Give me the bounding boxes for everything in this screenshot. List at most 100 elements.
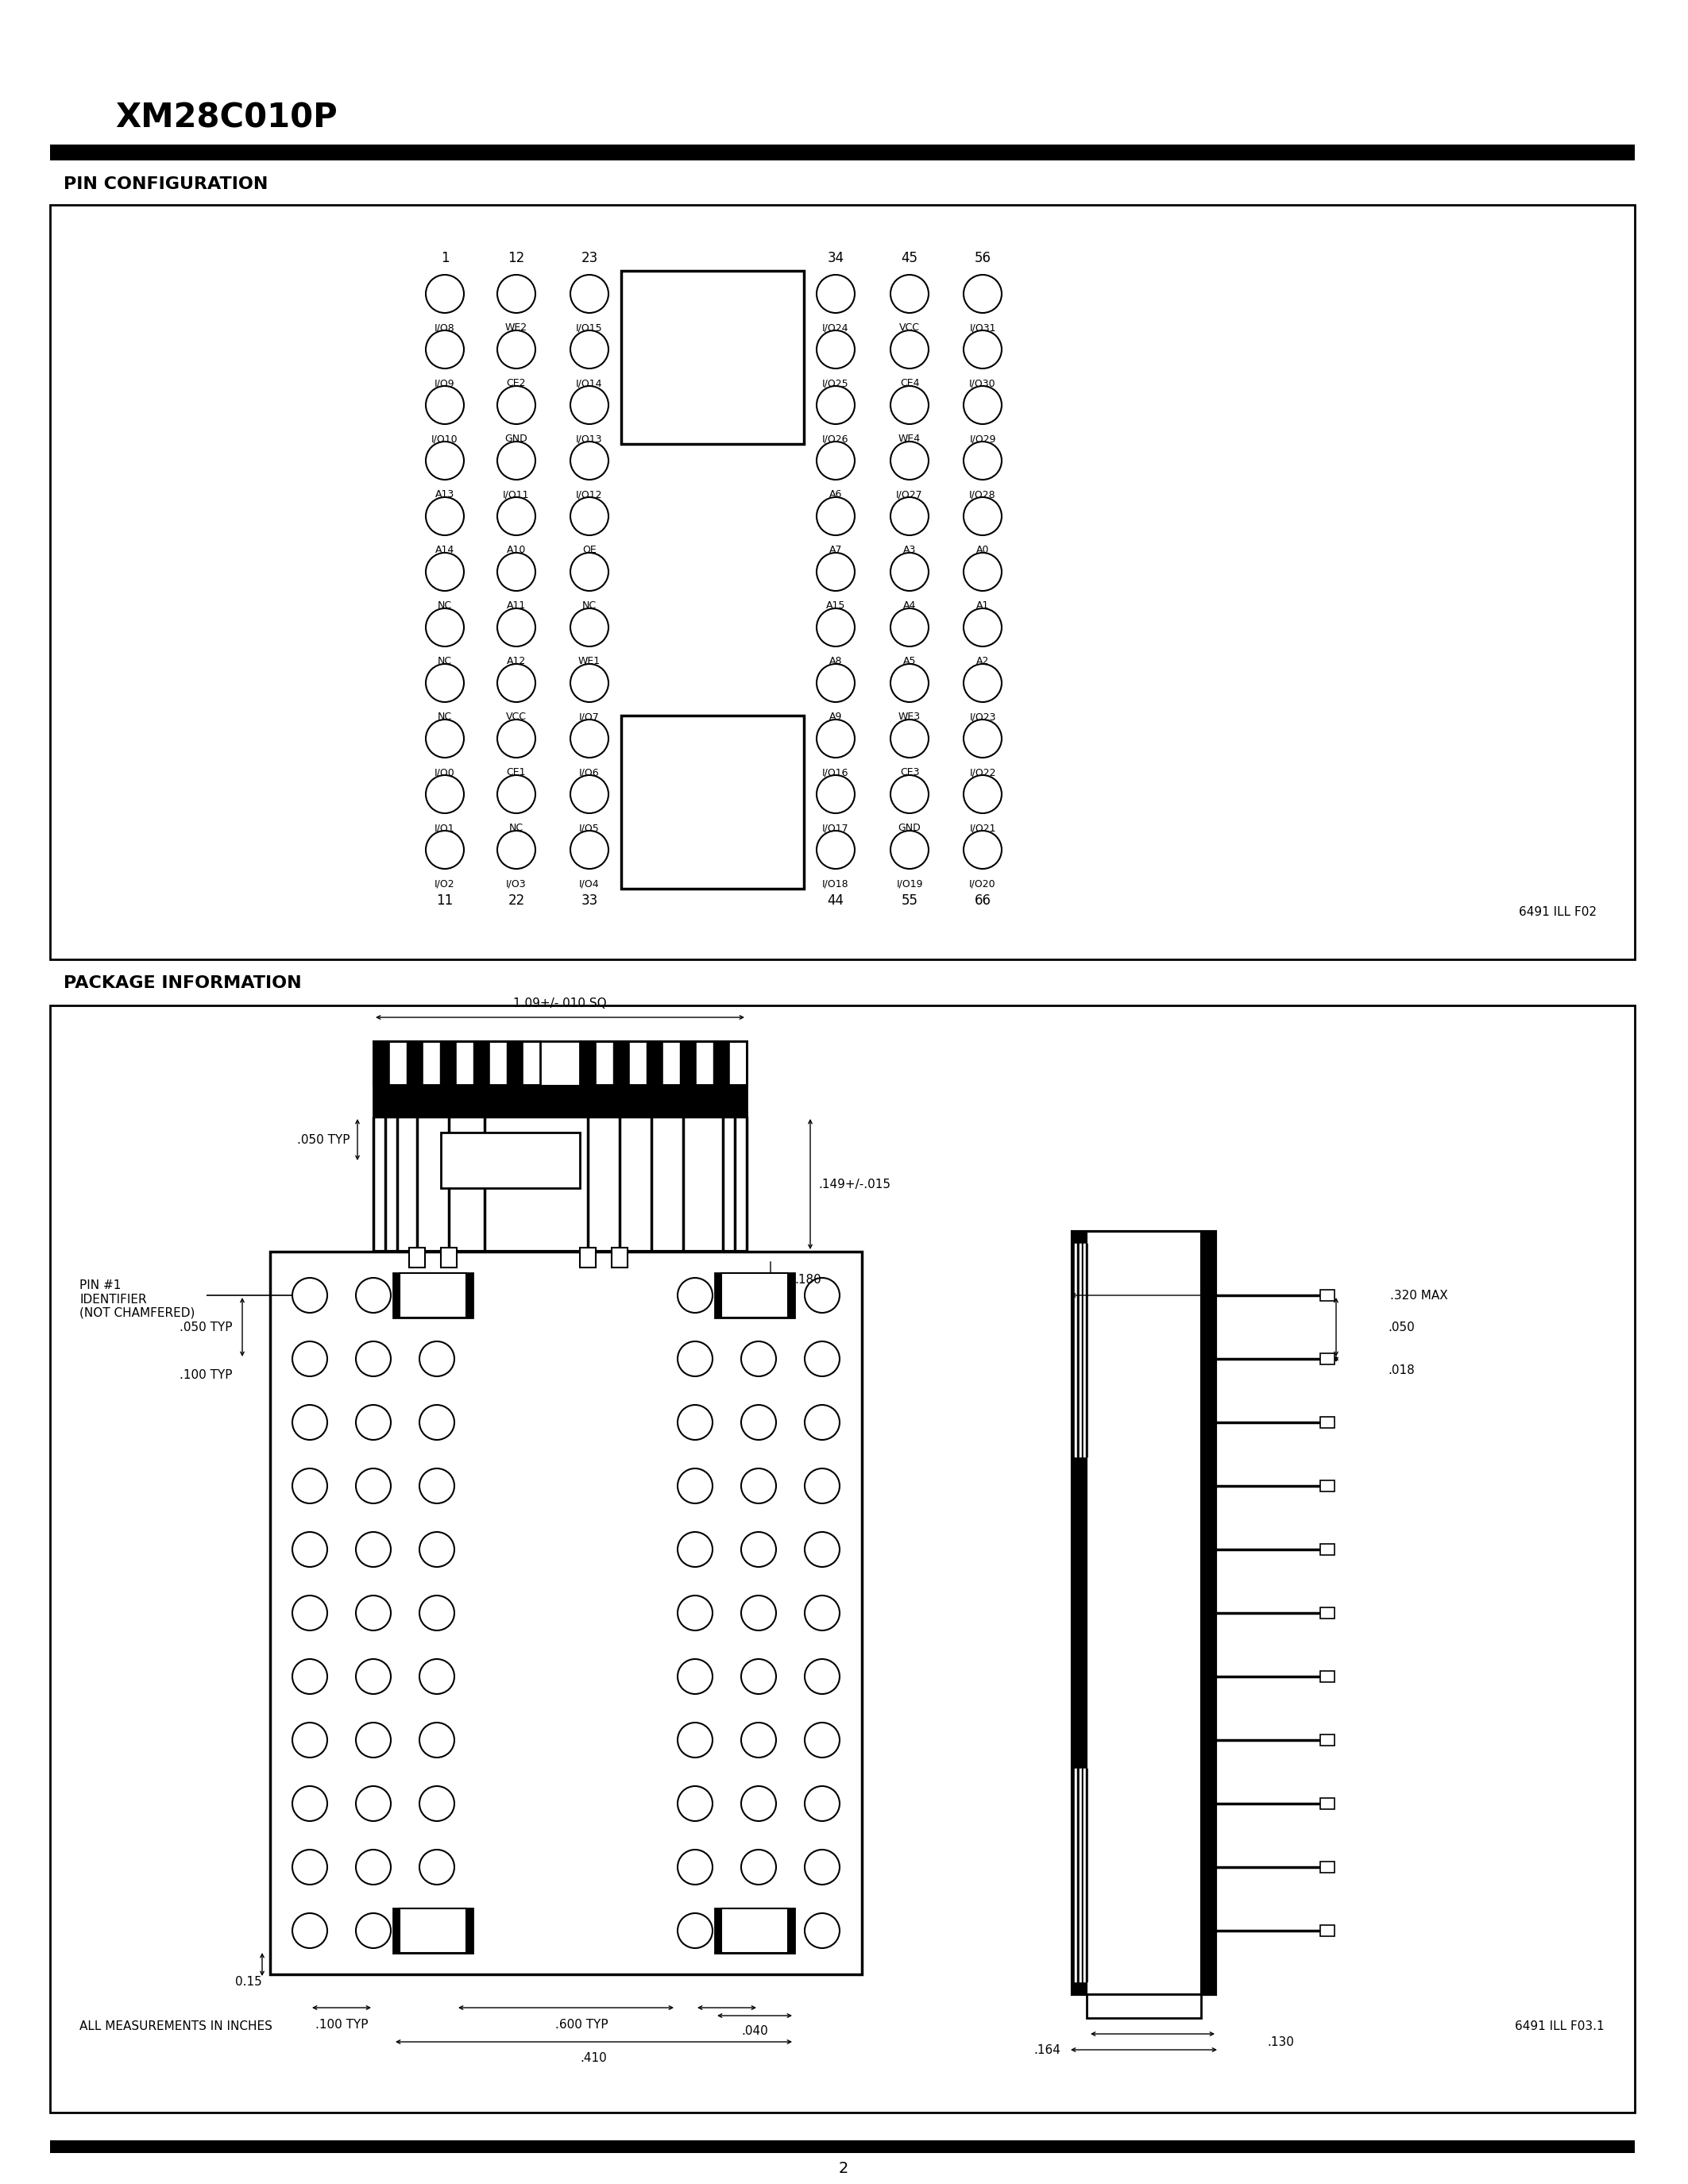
Text: .600 TYP: .600 TYP [555, 2020, 608, 2031]
Text: A13: A13 [436, 489, 454, 500]
Bar [1084, 1243, 1085, 1457]
Bar [393, 1273, 473, 1317]
Bar [721, 1273, 788, 1317]
Text: A10: A10 [506, 544, 527, 555]
Text: A8: A8 [829, 655, 842, 666]
Bar [400, 1909, 466, 1952]
Bar [1082, 1769, 1084, 1983]
Circle shape [805, 1404, 839, 1439]
Circle shape [741, 1341, 776, 1376]
Circle shape [964, 275, 1001, 312]
Bar [1087, 1232, 1202, 1994]
Text: I/O4: I/O4 [579, 878, 599, 889]
Circle shape [419, 1850, 454, 1885]
Text: I/O14: I/O14 [576, 378, 603, 389]
Bar [441, 1247, 457, 1267]
Circle shape [419, 1404, 454, 1439]
Circle shape [419, 1787, 454, 1821]
Text: CE2: CE2 [506, 378, 527, 389]
Text: A2: A2 [976, 655, 989, 666]
Text: WE2: WE2 [505, 323, 527, 332]
Bar [714, 1042, 729, 1085]
Bar [621, 271, 803, 443]
Text: .320 MAX: .320 MAX [1391, 1289, 1448, 1302]
Circle shape [741, 1787, 776, 1821]
Circle shape [805, 1913, 839, 1948]
Circle shape [964, 330, 1001, 369]
Text: I/O24: I/O24 [822, 323, 849, 332]
Circle shape [292, 1468, 327, 1503]
Circle shape [741, 1278, 776, 1313]
Text: I/O9: I/O9 [436, 378, 456, 389]
Bar [1087, 1994, 1202, 2018]
Circle shape [677, 1404, 712, 1439]
Circle shape [419, 1913, 454, 1948]
Text: I/O8: I/O8 [434, 323, 456, 332]
Circle shape [425, 719, 464, 758]
Circle shape [498, 830, 535, 869]
Text: NC: NC [510, 823, 523, 832]
Circle shape [741, 1660, 776, 1695]
Circle shape [356, 1913, 392, 1948]
Text: 12: 12 [508, 251, 525, 264]
Bar [408, 1247, 425, 1267]
Circle shape [498, 609, 535, 646]
Circle shape [571, 553, 608, 592]
Text: A14: A14 [436, 544, 454, 555]
Bar [506, 1042, 523, 1085]
Bar [1075, 1243, 1077, 1457]
Bar [441, 1133, 581, 1188]
Text: .180: .180 [795, 1273, 820, 1286]
Bar [457, 1042, 473, 1085]
Circle shape [356, 1531, 392, 1566]
Circle shape [498, 719, 535, 758]
Text: 23: 23 [581, 251, 598, 264]
Bar [51, 205, 1634, 959]
Text: I/O18: I/O18 [822, 878, 849, 889]
Text: CE4: CE4 [900, 378, 920, 389]
Circle shape [964, 441, 1001, 480]
Circle shape [425, 664, 464, 701]
Bar [490, 1042, 506, 1085]
Circle shape [677, 1850, 712, 1885]
Circle shape [817, 498, 854, 535]
Text: ALL MEASUREMENTS IN INCHES: ALL MEASUREMENTS IN INCHES [79, 2020, 272, 2031]
Circle shape [571, 330, 608, 369]
Circle shape [805, 1850, 839, 1885]
Circle shape [964, 553, 1001, 592]
Circle shape [817, 387, 854, 424]
Bar [1320, 1671, 1335, 1682]
Circle shape [419, 1278, 454, 1313]
Text: 0.15: 0.15 [235, 1977, 262, 1987]
Circle shape [677, 1660, 712, 1695]
Circle shape [817, 330, 854, 369]
Circle shape [419, 1723, 454, 1758]
Text: I/O13: I/O13 [576, 435, 603, 443]
Bar [1077, 1769, 1079, 1983]
Text: 34: 34 [827, 251, 844, 264]
Bar [697, 1042, 714, 1085]
Text: WE1: WE1 [579, 655, 601, 666]
Text: I/O11: I/O11 [503, 489, 530, 500]
Text: 44: 44 [827, 893, 844, 906]
Text: 2: 2 [839, 2160, 849, 2175]
Bar [663, 1042, 680, 1085]
Circle shape [891, 664, 928, 701]
Circle shape [817, 275, 854, 312]
Text: .410: .410 [581, 2051, 608, 2064]
Bar [596, 1042, 613, 1085]
Text: A11: A11 [506, 601, 527, 612]
Text: I/O26: I/O26 [822, 435, 849, 443]
Text: WE4: WE4 [898, 435, 920, 443]
Circle shape [425, 330, 464, 369]
Bar [611, 1247, 628, 1267]
Circle shape [292, 1341, 327, 1376]
Circle shape [677, 1468, 712, 1503]
Bar [1077, 1243, 1079, 1457]
Circle shape [292, 1597, 327, 1631]
Text: I/O16: I/O16 [822, 767, 849, 778]
Text: NC: NC [437, 601, 452, 612]
Circle shape [292, 1913, 327, 1948]
Circle shape [498, 275, 535, 312]
Circle shape [817, 664, 854, 701]
